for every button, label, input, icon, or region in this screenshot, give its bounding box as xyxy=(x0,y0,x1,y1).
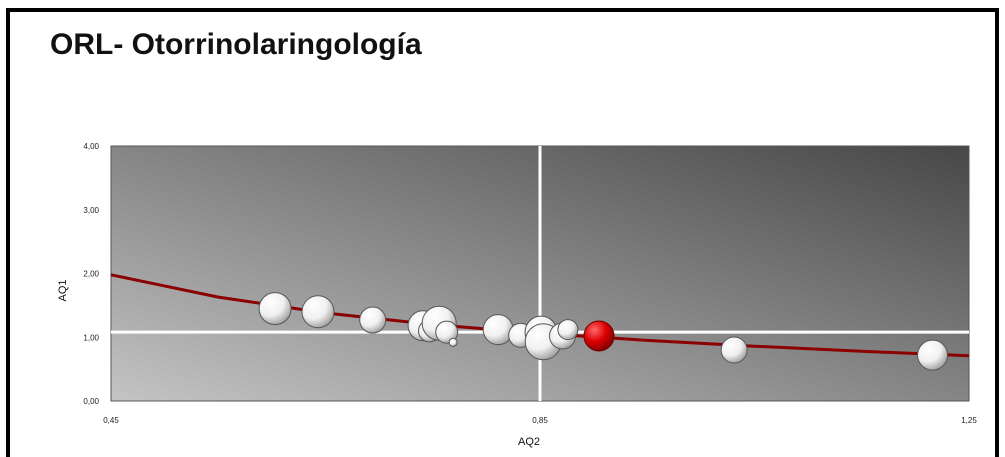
x-tick-label: 0,85 xyxy=(532,416,548,425)
bubble-point xyxy=(435,320,459,344)
bubble-point xyxy=(448,337,458,347)
y-tick-label: 3,00 xyxy=(83,206,99,215)
bubble-point xyxy=(359,306,387,334)
x-tick-label: 1,25 xyxy=(961,416,977,425)
bubble-point xyxy=(557,319,579,341)
bubble-highlighted xyxy=(583,320,615,352)
bubble-point xyxy=(482,314,514,346)
bubble-point xyxy=(301,295,335,329)
x-tick-label: 0,45 xyxy=(103,416,119,425)
bubble-point xyxy=(258,292,292,326)
bubble-point xyxy=(720,336,748,364)
y-tick-label: 0,00 xyxy=(83,397,99,406)
x-axis-label: AQ2 xyxy=(518,436,540,448)
y-axis-label: AQ1 xyxy=(57,279,69,301)
y-tick-label: 4,00 xyxy=(83,142,99,151)
y-tick-label: 2,00 xyxy=(83,270,99,279)
chart-title: ORL- Otorrinolaringología xyxy=(50,28,422,61)
bubble-point xyxy=(917,339,949,371)
y-tick-label: 1,00 xyxy=(83,333,99,342)
chart-frame xyxy=(6,8,999,457)
